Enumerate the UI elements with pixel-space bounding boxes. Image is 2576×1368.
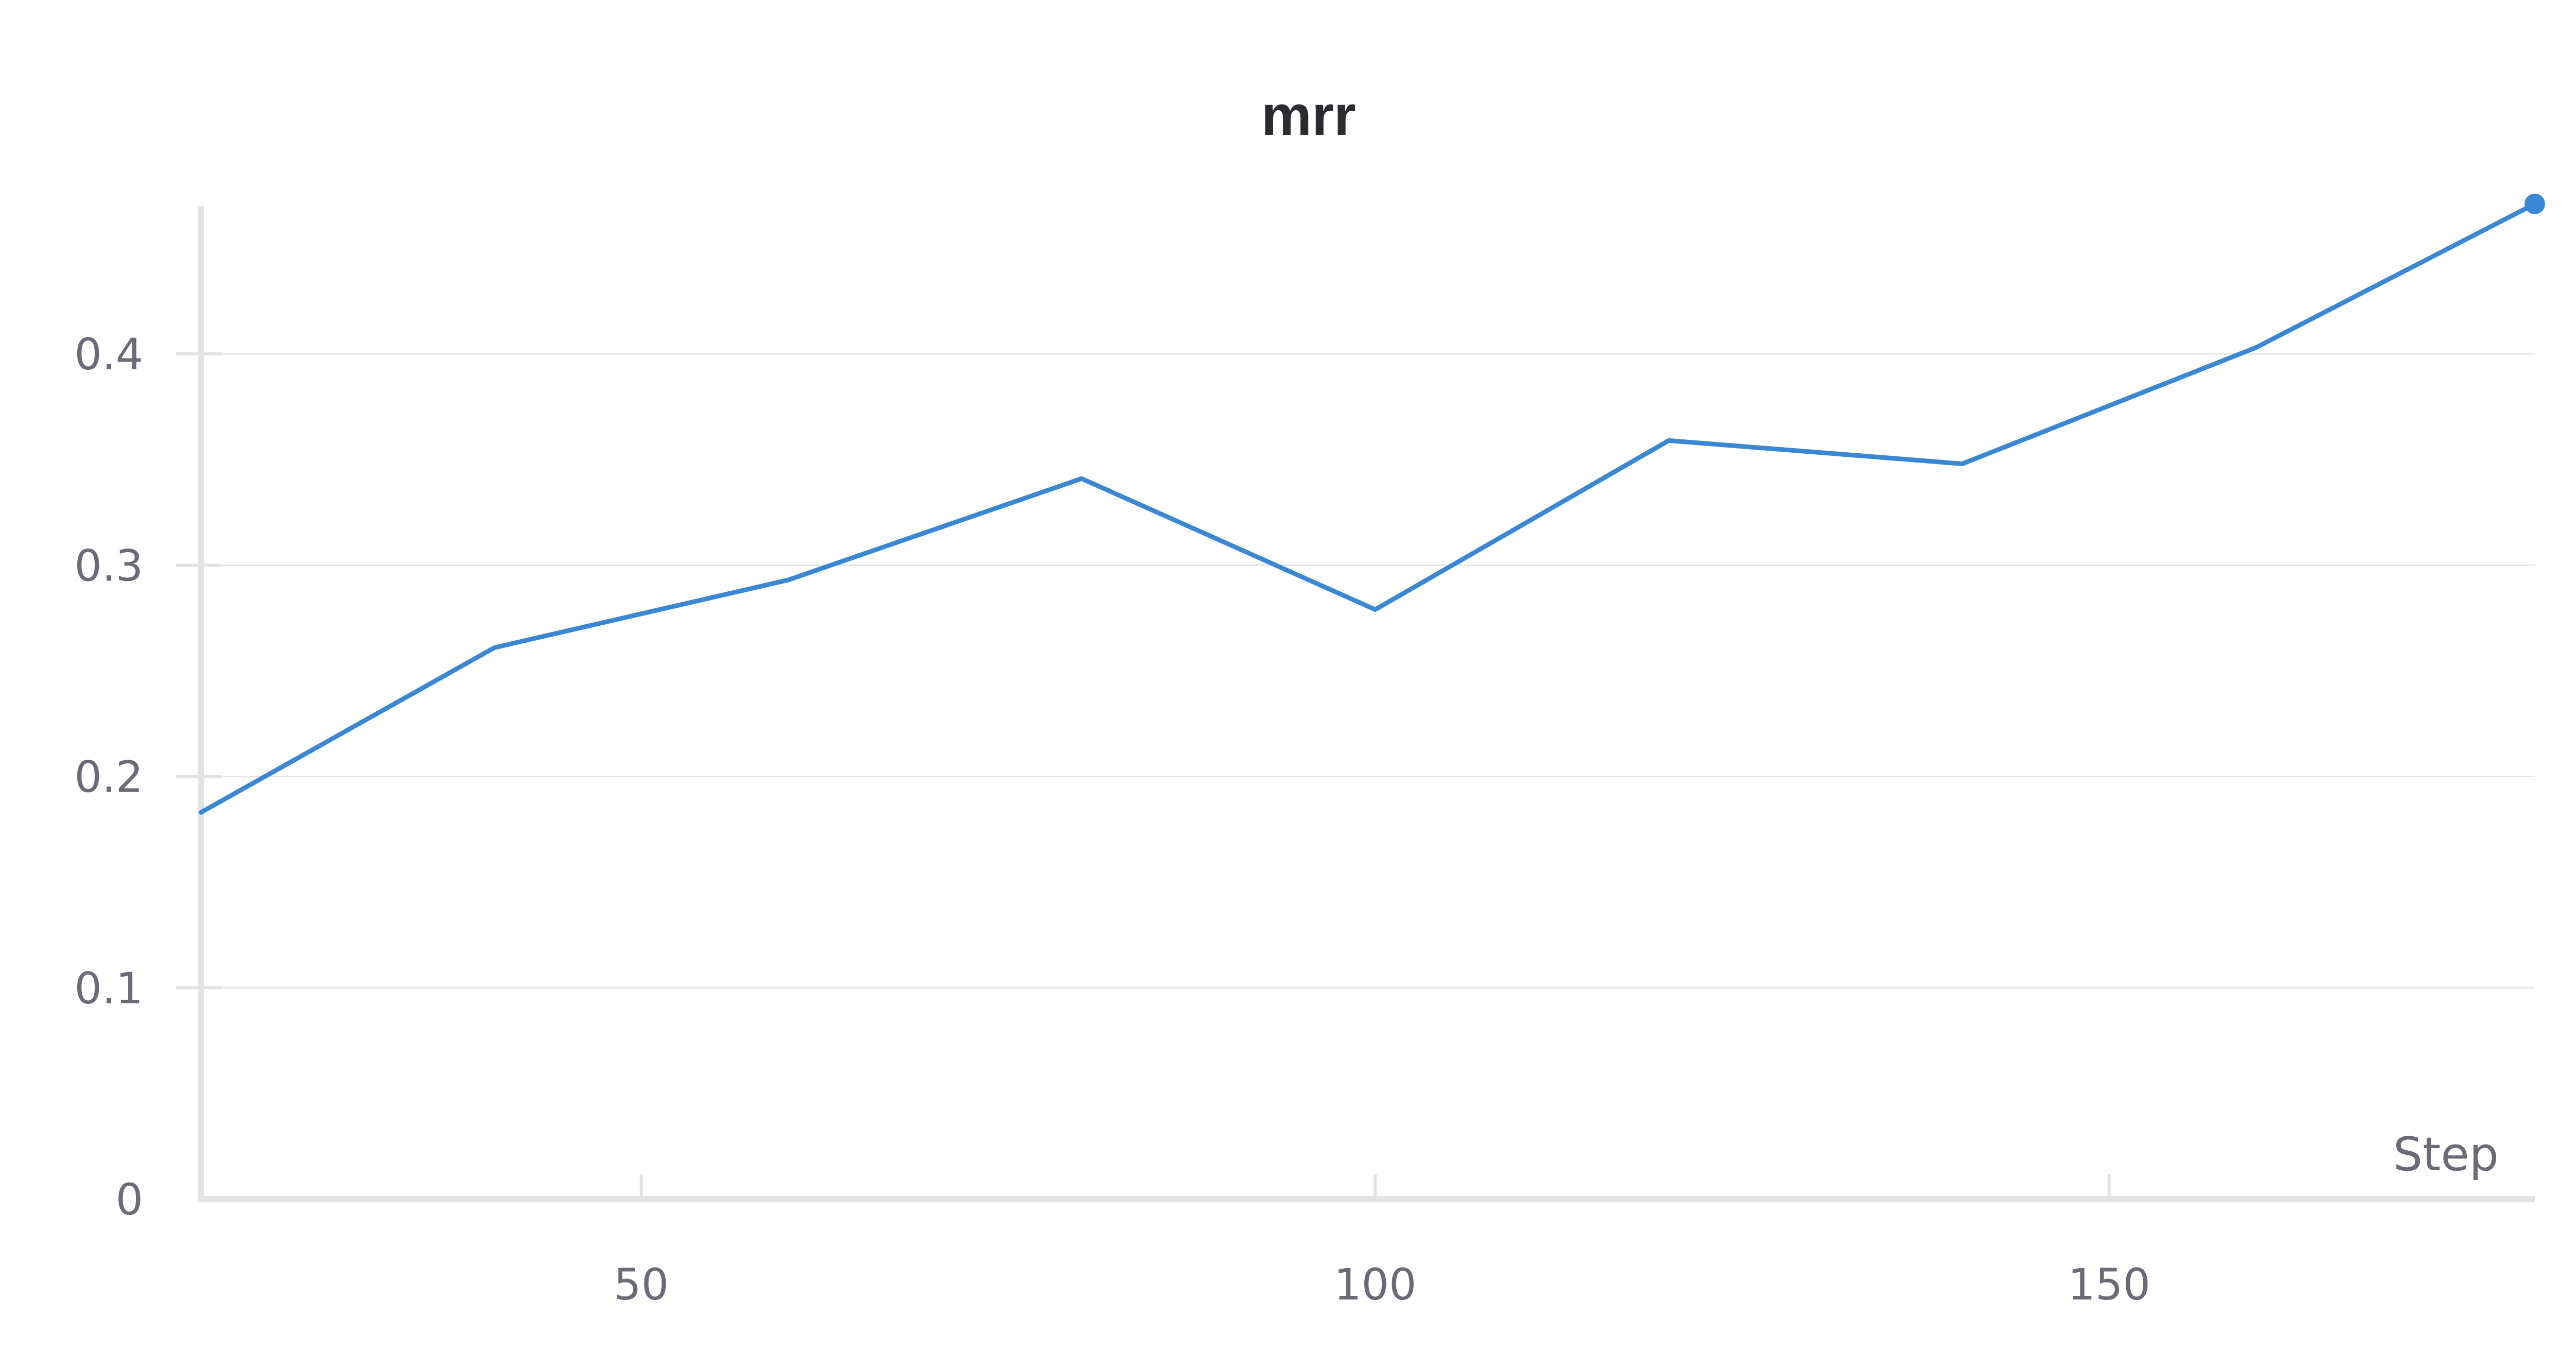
x-tick-label: 150 [2068,1259,2150,1310]
y-tick-label: 0 [116,1174,143,1225]
y-tick-label: 0.2 [74,752,143,802]
series-line [198,201,2537,815]
y-tick-labels: 0 0.1 0.2 0.3 0.4 [74,329,143,1225]
x-tick-label: 100 [1334,1259,1416,1310]
chart-title: mrr [1261,84,1355,147]
y-tick-label: 0.4 [74,329,143,380]
axes [176,206,2535,1202]
y-tick-label: 0.1 [74,963,143,1014]
series-last-point [2524,193,2545,214]
series-group [198,193,2545,815]
grid-lines [201,353,2535,989]
x-axis-label: Step [2393,1127,2499,1182]
x-tick-labels: 50 100 150 [614,1259,2150,1310]
x-tick-label: 50 [614,1259,669,1310]
y-tick-label: 0.3 [74,540,143,591]
